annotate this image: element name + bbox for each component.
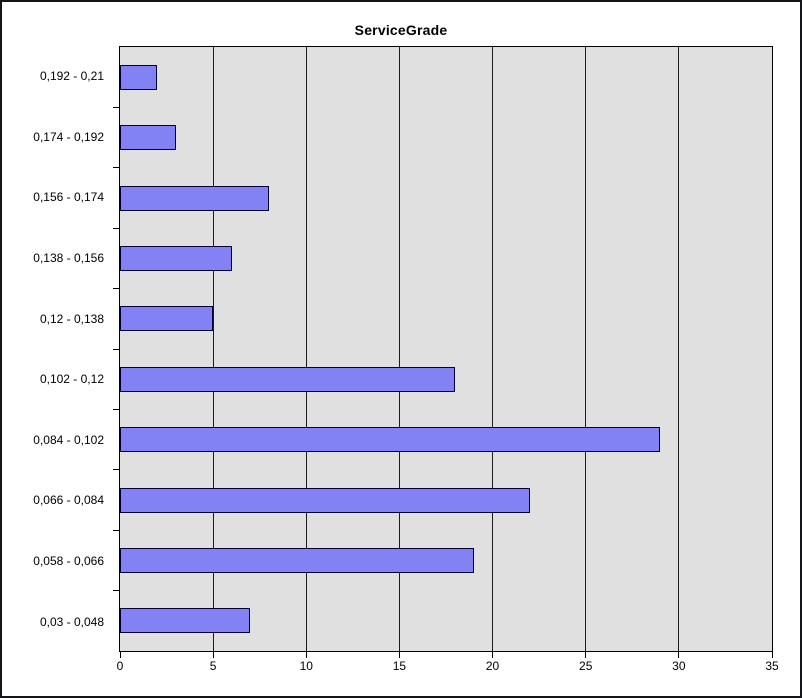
chart-title: ServiceGrade: [354, 22, 448, 38]
y-axis-label: 0,156 - 0,174: [33, 190, 104, 205]
y-axis-label: 0,084 - 0,102: [33, 432, 104, 447]
gridline: [492, 47, 494, 651]
x-axis-tick: [398, 652, 400, 658]
bar-row: [120, 470, 772, 530]
gridline: [678, 47, 680, 651]
bar-row: [120, 107, 772, 167]
x-axis-tick: [119, 652, 121, 658]
y-axis-tick: [113, 348, 119, 350]
y-axis-label: 0,066 - 0,084: [33, 493, 104, 508]
bar: [120, 185, 270, 211]
bar: [120, 547, 474, 573]
x-axis-tick: [585, 652, 587, 658]
x-axis-tick-label: 10: [299, 659, 313, 673]
gridline: [212, 47, 214, 651]
x-axis-tick-label: 20: [485, 659, 500, 673]
y-axis-tick: [113, 167, 119, 169]
x-axis-tick-label: 5: [209, 659, 217, 673]
bar: [120, 64, 158, 90]
y-axis-tick: [113, 590, 119, 592]
y-axis-label: 0,174 - 0,192: [33, 129, 104, 144]
x-axis-tick-label: 35: [765, 659, 779, 673]
x-axis-tick-label: 25: [579, 659, 593, 673]
y-axis-label: 0,138 - 0,156: [33, 251, 104, 266]
bar: [120, 608, 251, 634]
plot-area: 0 5 10 15 20 25 30 35: [113, 46, 779, 673]
bar-row: [120, 289, 772, 349]
y-axis-tick: [113, 529, 119, 531]
x-axis-tick: [212, 652, 214, 658]
gridline: [585, 47, 587, 651]
bar-row: [120, 47, 772, 107]
y-axis-label: 0,102 - 0,12: [39, 372, 104, 387]
bar-row: [120, 409, 772, 469]
x-axis-tick-label: 30: [672, 659, 686, 673]
bar: [120, 306, 214, 332]
y-axis-label: 0,192 - 0,21: [39, 69, 104, 84]
y-axis-label: 0,03 - 0,048: [39, 614, 104, 629]
y-axis-tick: [113, 106, 119, 108]
bar: [120, 125, 176, 151]
bar-row: [120, 530, 772, 590]
bar: [120, 427, 661, 453]
bar-series: [120, 47, 772, 651]
gridline: [398, 47, 400, 651]
x-axis-tick-label: 15: [392, 659, 407, 673]
bar: [120, 487, 530, 513]
y-axis-label: 0,058 - 0,066: [33, 554, 104, 569]
bar-row: [120, 349, 772, 409]
y-axis-tick: [113, 408, 119, 410]
x-axis-tick-label: 0: [116, 659, 124, 673]
y-axis-tick: [113, 469, 119, 471]
bar-row: [120, 591, 772, 651]
x-axis-tick: [678, 652, 680, 658]
x-axis-tick: [771, 652, 773, 658]
y-axis-labels: 0,192 - 0,21 0,174 - 0,192 0,156 - 0,174 0,…: [2, 46, 112, 652]
y-axis-label: 0,12 - 0,138: [39, 311, 104, 326]
y-axis-tick: [113, 227, 119, 229]
gridline: [305, 47, 307, 651]
bar: [120, 366, 456, 392]
x-axis-tick: [305, 652, 307, 658]
bar-row: [120, 168, 772, 228]
bar-row: [120, 228, 772, 288]
x-axis-tick: [492, 652, 494, 658]
y-axis-tick: [113, 288, 119, 290]
bar: [120, 245, 232, 271]
